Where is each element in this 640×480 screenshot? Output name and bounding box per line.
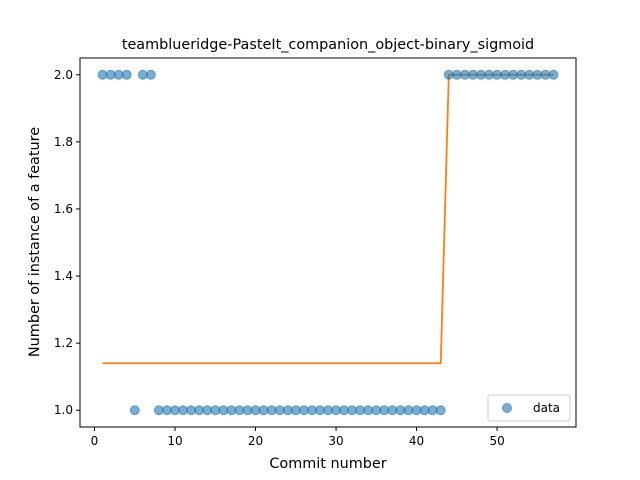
data-point xyxy=(145,69,156,80)
y-tick-label: 1.0 xyxy=(54,403,73,417)
legend-marker-data xyxy=(502,403,512,413)
x-tick-label: 50 xyxy=(489,434,504,448)
x-tick-label: 20 xyxy=(248,434,263,448)
legend: data xyxy=(487,394,571,422)
data-point xyxy=(548,69,559,80)
plot-area: 0 10 20 30 40 50 1.0 1.2 1.4 1.6 1.8 2.0 xyxy=(54,57,577,448)
axes-frame xyxy=(79,57,577,428)
x-tick-label: 30 xyxy=(328,434,343,448)
data-point xyxy=(435,405,446,416)
data-point xyxy=(121,69,132,80)
y-tick-label: 1.6 xyxy=(54,202,73,216)
y-tick-label: 1.4 xyxy=(54,269,73,283)
y-tick-label: 2.0 xyxy=(54,68,73,82)
data-point xyxy=(129,405,140,416)
legend-label-data: data xyxy=(533,401,560,415)
x-tick-label: 40 xyxy=(409,434,424,448)
x-tick-label: 10 xyxy=(167,434,182,448)
chart-title: teamblueridge-PasteIt_companion_object-b… xyxy=(122,37,534,53)
x-tick-label: 0 xyxy=(91,434,99,448)
y-tick-label: 1.8 xyxy=(54,135,73,149)
y-axis-label: Number of instance of a feature xyxy=(27,127,43,357)
legend-frame xyxy=(487,394,571,422)
y-tick-label: 1.2 xyxy=(54,336,73,350)
x-axis-label: Commit number xyxy=(269,456,386,472)
